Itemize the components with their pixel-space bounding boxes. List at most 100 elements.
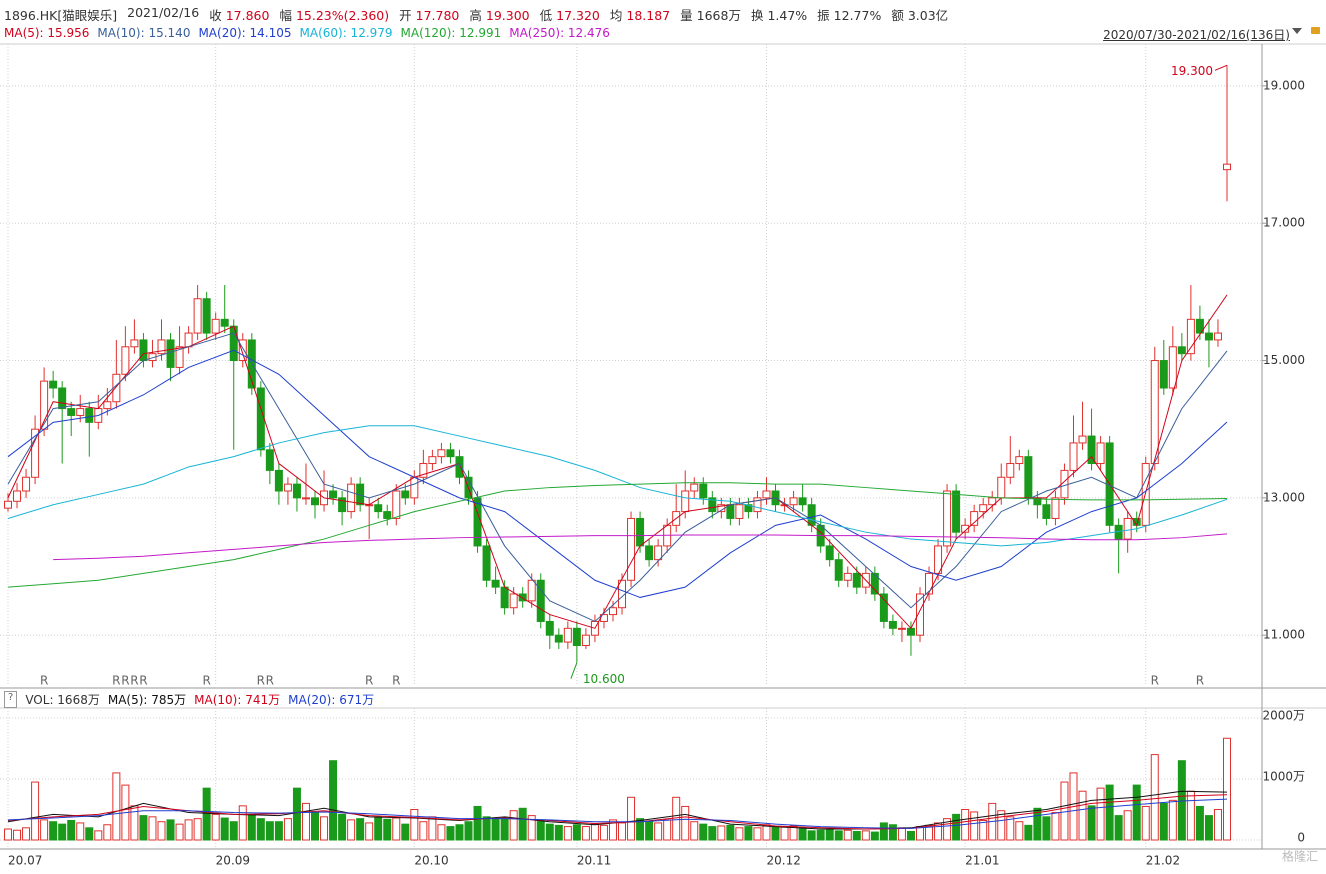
candle-body bbox=[961, 524, 970, 533]
candle-body bbox=[915, 593, 924, 636]
candle-body bbox=[446, 449, 455, 458]
candle-body bbox=[121, 346, 130, 375]
volume-bar bbox=[1132, 784, 1141, 841]
volume-bar bbox=[58, 823, 67, 841]
candle-body bbox=[175, 346, 184, 368]
volume-bar bbox=[762, 824, 771, 841]
volume-bar bbox=[1159, 802, 1168, 841]
rights-mark: R bbox=[257, 674, 265, 688]
volume-bar bbox=[726, 824, 735, 841]
header-label: 幅 bbox=[279, 8, 292, 23]
volume-bar bbox=[365, 822, 374, 841]
volume-bar bbox=[1087, 805, 1096, 841]
candle-body bbox=[392, 490, 401, 519]
candle-body bbox=[184, 332, 193, 348]
rights-mark: R bbox=[392, 674, 400, 688]
dropdown-icon[interactable] bbox=[1292, 28, 1302, 34]
candle-body bbox=[735, 504, 744, 519]
candle-body bbox=[85, 408, 94, 423]
candle-body bbox=[545, 620, 554, 636]
volume-bar bbox=[870, 831, 879, 841]
candle-body bbox=[292, 483, 301, 499]
volume-bar bbox=[139, 815, 148, 841]
candle-body bbox=[888, 620, 897, 629]
volume-bar bbox=[807, 830, 816, 841]
volume-bar bbox=[464, 821, 473, 841]
candle-body bbox=[410, 476, 419, 499]
candle-body bbox=[879, 593, 888, 622]
header-label: 1896.HK[猫眼娱乐] bbox=[4, 8, 118, 23]
candle-body bbox=[500, 586, 509, 609]
candle-body bbox=[455, 456, 464, 478]
candle-body bbox=[1123, 517, 1132, 540]
header-item: 振 12.77% bbox=[817, 5, 881, 24]
volume-bar bbox=[563, 826, 572, 841]
candle-body bbox=[374, 504, 383, 513]
volume-bar bbox=[897, 827, 906, 841]
candle-body bbox=[762, 490, 771, 499]
candle-body bbox=[256, 387, 265, 451]
candle-body bbox=[753, 497, 762, 513]
volume-bar bbox=[1150, 754, 1159, 841]
volume-bar bbox=[1186, 790, 1195, 841]
candle-body bbox=[690, 483, 699, 492]
volume-bar bbox=[446, 826, 455, 841]
volume-bar bbox=[1223, 737, 1231, 841]
candle-body bbox=[1204, 332, 1213, 341]
candle-body bbox=[681, 490, 690, 513]
volume-bar bbox=[798, 827, 807, 841]
help-icon[interactable]: ? bbox=[4, 691, 18, 708]
volume-bar bbox=[76, 822, 85, 841]
candle-body bbox=[925, 572, 934, 595]
volume-bar bbox=[888, 824, 897, 841]
rights-mark: R bbox=[1196, 674, 1204, 688]
volume-bar bbox=[347, 819, 356, 841]
candle-body bbox=[1213, 332, 1222, 341]
candle-body bbox=[952, 490, 961, 533]
rights-mark: R bbox=[1151, 674, 1159, 688]
volume-bar bbox=[672, 796, 681, 841]
header-label: 量 bbox=[680, 8, 693, 23]
candle-body bbox=[1195, 318, 1204, 334]
volume-bar bbox=[437, 824, 446, 841]
rights-mark: R bbox=[130, 674, 138, 688]
volume-bar bbox=[1042, 816, 1051, 841]
volume-bar bbox=[500, 818, 509, 841]
lock-icon[interactable] bbox=[1311, 27, 1320, 34]
candle-body bbox=[988, 497, 997, 506]
volume-bar bbox=[202, 787, 211, 841]
volume-bar bbox=[1114, 815, 1123, 841]
ma-legend: MA(5): 15.956 MA(10): 15.140 MA(20): 14.10… bbox=[4, 26, 610, 40]
volume-bar bbox=[717, 825, 726, 841]
header-item: 量 1668万 bbox=[680, 5, 741, 24]
vol-legend-label: VOL: 1668万 bbox=[25, 693, 100, 707]
volume-bar bbox=[256, 818, 265, 841]
candle-body bbox=[608, 607, 617, 616]
candle-body bbox=[103, 401, 112, 410]
legend-entry: MA(20): 671万 bbox=[288, 693, 375, 707]
volume-bar bbox=[49, 821, 58, 841]
candle-body bbox=[166, 339, 175, 368]
candle-body bbox=[554, 634, 563, 643]
volume-bar bbox=[699, 823, 708, 841]
volume-bar bbox=[1051, 812, 1060, 841]
volume-bar bbox=[13, 829, 22, 841]
header-item: 低 17.320 bbox=[540, 5, 600, 24]
volume-bar bbox=[85, 827, 94, 841]
volume-bar bbox=[852, 830, 861, 841]
volume-bar bbox=[473, 805, 482, 841]
vol-tick-label: 2000万 bbox=[1262, 709, 1305, 723]
legend-entry: MA(5): 15.956 bbox=[4, 26, 90, 40]
header-value: 17.860 bbox=[225, 8, 270, 23]
candle-body bbox=[843, 572, 852, 581]
y-tick-label: 13.000 bbox=[1263, 490, 1305, 504]
range-label[interactable]: 2020/07/30-2021/02/16(136日) bbox=[1103, 28, 1290, 42]
vol-ma-line bbox=[7, 798, 1228, 829]
volume-bar bbox=[274, 821, 283, 841]
candle-body bbox=[1141, 463, 1150, 526]
volume-bar bbox=[681, 805, 690, 841]
header-item: 额 3.03亿 bbox=[891, 5, 948, 24]
watermark: 格隆汇 bbox=[1282, 849, 1318, 864]
x-tick-label: 21.01 bbox=[965, 854, 999, 868]
volume-bar bbox=[455, 824, 464, 841]
